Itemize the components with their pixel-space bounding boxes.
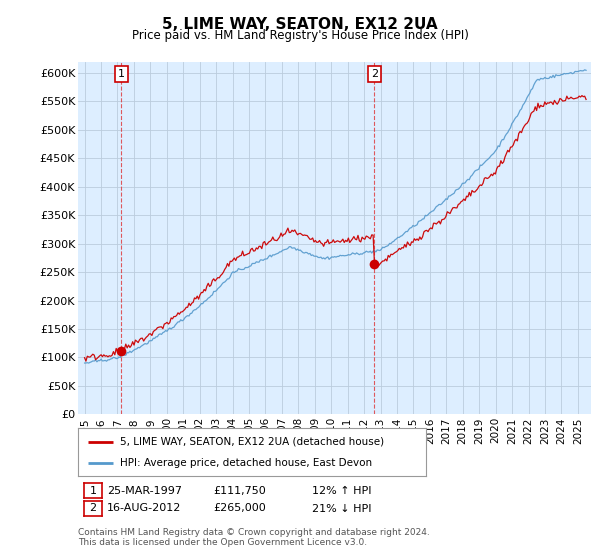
Text: 12% ↑ HPI: 12% ↑ HPI bbox=[312, 486, 371, 496]
Text: 1: 1 bbox=[89, 486, 97, 496]
Text: Price paid vs. HM Land Registry's House Price Index (HPI): Price paid vs. HM Land Registry's House … bbox=[131, 29, 469, 42]
Text: 2: 2 bbox=[371, 69, 378, 79]
Text: 5, LIME WAY, SEATON, EX12 2UA (detached house): 5, LIME WAY, SEATON, EX12 2UA (detached … bbox=[120, 437, 384, 447]
Text: 1: 1 bbox=[118, 69, 125, 79]
Text: 2: 2 bbox=[89, 503, 97, 514]
Text: HPI: Average price, detached house, East Devon: HPI: Average price, detached house, East… bbox=[120, 458, 372, 468]
Text: £111,750: £111,750 bbox=[213, 486, 266, 496]
Text: 5, LIME WAY, SEATON, EX12 2UA: 5, LIME WAY, SEATON, EX12 2UA bbox=[162, 17, 438, 32]
Text: 21% ↓ HPI: 21% ↓ HPI bbox=[312, 503, 371, 514]
Text: 25-MAR-1997: 25-MAR-1997 bbox=[107, 486, 182, 496]
Text: £265,000: £265,000 bbox=[213, 503, 266, 514]
Text: Contains HM Land Registry data © Crown copyright and database right 2024.
This d: Contains HM Land Registry data © Crown c… bbox=[78, 528, 430, 547]
Text: 16-AUG-2012: 16-AUG-2012 bbox=[107, 503, 181, 514]
